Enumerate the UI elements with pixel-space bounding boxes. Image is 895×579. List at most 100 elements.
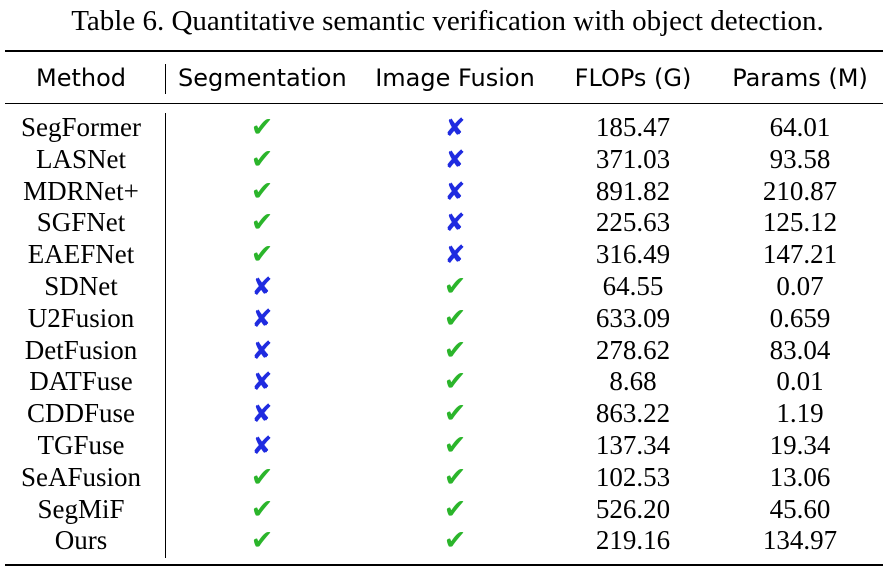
method-name: TGFuse <box>37 429 125 460</box>
header-rule <box>5 103 883 104</box>
image-fusion-cell: ✔ <box>372 398 538 430</box>
flops-value: 371.03 <box>595 143 671 174</box>
params-value: 93.58 <box>769 143 831 174</box>
cross-icon: ✘ <box>251 399 273 429</box>
image-fusion-cell: ✔ <box>372 525 538 557</box>
table-row: DetFusion ✘ ✔ 278.62 83.04 <box>0 335 895 367</box>
segmentation-cell: ✔ <box>178 207 346 239</box>
table-row: Ours ✔ ✔ 219.16 134.97 <box>0 525 895 557</box>
params-value: 134.97 <box>762 525 838 556</box>
flops-value: 891.82 <box>595 175 671 206</box>
bottom-rule <box>5 564 883 566</box>
segmentation-cell: ✘ <box>178 430 346 462</box>
params-value: 83.04 <box>769 334 831 365</box>
header-image-fusion: Image Fusion <box>375 64 535 92</box>
method-name: MDRNet+ <box>23 175 139 206</box>
table-row: U2Fusion ✘ ✔ 633.09 0.659 <box>0 303 895 335</box>
image-fusion-cell: ✔ <box>372 303 538 335</box>
cross-icon: ✘ <box>251 271 273 301</box>
check-icon: ✔ <box>250 175 274 207</box>
table-body: SegFormer ✔ ✘ 185.47 64.01 LASNet ✔ ✘ 371.03 93.5… <box>0 112 895 557</box>
flops-value: 225.63 <box>595 207 671 238</box>
table-row: CDDFuse ✘ ✔ 863.22 1.19 <box>0 398 895 430</box>
check-icon: ✔ <box>250 493 274 525</box>
method-name: DATFuse <box>29 366 133 397</box>
table-row: SDNet ✘ ✔ 64.55 0.07 <box>0 271 895 303</box>
check-icon: ✔ <box>250 143 274 175</box>
method-name: SGFNet <box>36 207 126 238</box>
table-row: EAEFNet ✔ ✘ 316.49 147.21 <box>0 239 895 271</box>
check-icon: ✔ <box>443 366 467 398</box>
method-name: SegMiF <box>37 493 125 524</box>
method-name: DetFusion <box>24 334 138 365</box>
check-icon: ✔ <box>250 239 274 271</box>
params-value: 125.12 <box>762 207 838 238</box>
flops-value: 8.68 <box>609 366 657 397</box>
segmentation-cell: ✔ <box>178 144 346 176</box>
image-fusion-cell: ✔ <box>372 462 538 494</box>
params-value: 64.01 <box>769 112 831 142</box>
table-caption: Table 6. Quantitative semantic verificat… <box>71 5 824 37</box>
method-name: U2Fusion <box>27 302 135 333</box>
params-value: 0.07 <box>776 270 824 301</box>
image-fusion-cell: ✔ <box>372 430 538 462</box>
image-fusion-cell: ✔ <box>372 335 538 367</box>
check-icon: ✔ <box>443 461 467 493</box>
check-icon: ✔ <box>443 493 467 525</box>
check-icon: ✔ <box>250 525 274 557</box>
image-fusion-cell: ✔ <box>372 271 538 303</box>
cross-icon: ✘ <box>444 208 466 238</box>
segmentation-cell: ✔ <box>178 462 346 494</box>
params-value: 147.21 <box>762 239 838 270</box>
image-fusion-cell: ✔ <box>372 494 538 526</box>
segmentation-cell: ✔ <box>178 112 346 144</box>
image-fusion-cell: ✔ <box>372 366 538 398</box>
flops-value: 102.53 <box>595 461 671 492</box>
image-fusion-cell: ✘ <box>372 176 538 208</box>
flops-value: 278.62 <box>595 334 671 365</box>
method-name: CDDFuse <box>26 398 135 429</box>
check-icon: ✔ <box>443 334 467 366</box>
table-row: LASNet ✔ ✘ 371.03 93.58 <box>0 144 895 176</box>
header-params: Params (M) <box>732 64 868 92</box>
method-name: LASNet <box>36 143 126 174</box>
params-value: 210.87 <box>762 175 838 206</box>
segmentation-cell: ✔ <box>178 176 346 208</box>
method-name: SeAFusion <box>20 461 142 492</box>
cross-icon: ✘ <box>444 113 466 142</box>
check-icon: ✔ <box>443 525 467 557</box>
method-name: SDNet <box>44 270 118 301</box>
params-value: 1.19 <box>776 398 824 429</box>
params-value: 13.06 <box>769 461 831 492</box>
check-icon: ✔ <box>443 302 467 334</box>
params-value: 0.659 <box>769 302 831 333</box>
table-row: SeAFusion ✔ ✔ 102.53 13.06 <box>0 462 895 494</box>
segmentation-cell: ✘ <box>178 303 346 335</box>
table-row: SegMiF ✔ ✔ 526.20 45.60 <box>0 494 895 526</box>
flops-value: 316.49 <box>595 239 671 270</box>
header-divider <box>165 64 166 94</box>
params-value: 0.01 <box>776 366 824 397</box>
method-name: SegFormer <box>21 112 141 142</box>
cross-icon: ✘ <box>444 144 466 174</box>
table-row: MDRNet+ ✔ ✘ 891.82 210.87 <box>0 176 895 208</box>
params-value: 19.34 <box>769 429 831 460</box>
cross-icon: ✘ <box>251 367 273 397</box>
segmentation-cell: ✔ <box>178 494 346 526</box>
method-name: EAEFNet <box>27 239 135 270</box>
check-icon: ✔ <box>250 461 274 493</box>
image-fusion-cell: ✘ <box>372 144 538 176</box>
cross-icon: ✘ <box>444 240 466 270</box>
segmentation-cell: ✔ <box>178 239 346 271</box>
check-icon: ✔ <box>250 207 274 239</box>
flops-value: 863.22 <box>595 398 671 429</box>
image-fusion-cell: ✘ <box>372 239 538 271</box>
segmentation-cell: ✘ <box>178 271 346 303</box>
cross-icon: ✘ <box>251 303 273 333</box>
flops-value: 64.55 <box>602 270 664 301</box>
image-fusion-cell: ✘ <box>372 207 538 239</box>
header-segmentation: Segmentation <box>178 64 347 92</box>
flops-value: 526.20 <box>595 493 671 524</box>
check-icon: ✔ <box>443 270 467 302</box>
cross-icon: ✘ <box>251 335 273 365</box>
